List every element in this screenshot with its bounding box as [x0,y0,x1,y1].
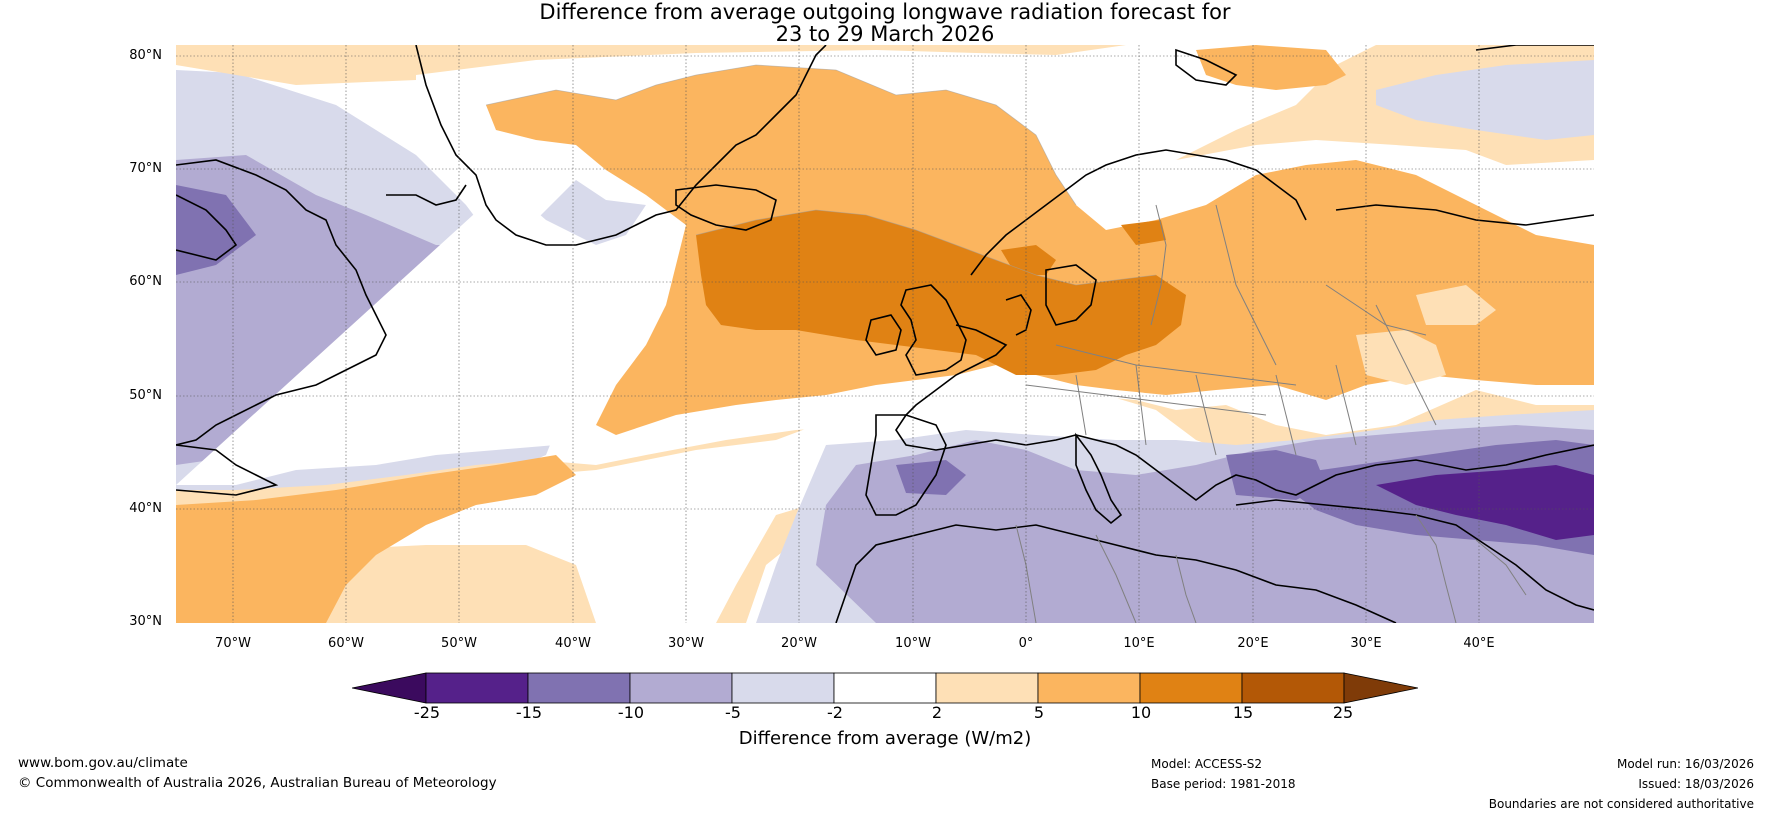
colorbar-bin [1139,672,1243,704]
anomaly-orange-south-atlantic [176,455,576,623]
map-title-line1: Difference from average outgoing longwav… [539,0,1231,24]
anomaly-map [176,45,1594,623]
colorbar-tick-label: 5 [1033,703,1045,722]
lat-label-70n: 70°N [129,161,162,176]
anomaly-dark-purple-south [896,440,1594,555]
colorbar-bin [425,672,529,704]
country-borders [1015,204,1527,623]
footer-copyright: © Commonwealth of Australia 2026, Austra… [18,775,497,791]
colorbar-tick-label: -5 [725,703,741,722]
colorbar-tick-label: -10 [617,703,645,722]
anomaly-dark-orange-finland [1121,220,1166,245]
anomaly-dark-purple-west [176,185,256,275]
colorbar-bin [629,672,733,704]
colorbar-extend-low [352,672,427,704]
lon-label-30e: 30°E [1350,636,1382,651]
anomaly-deep-purple-south [1376,465,1594,540]
contour-lines [485,64,1157,286]
colorbar [352,672,1418,704]
colorbar-tick-label: 2 [931,703,943,722]
anomaly-white-gap [176,185,1594,623]
lon-label-0: 0° [1018,636,1034,651]
lon-label-60w: 60°W [328,636,364,651]
footer-model: Model: ACCESS-S2 [1151,757,1263,771]
colorbar-bin [1037,672,1141,704]
anomaly-light-purple-east [1376,60,1594,140]
map-title-line2: 23 to 29 March 2026 [775,22,995,46]
footer-issued: Issued: 18/03/2026 [1638,777,1754,791]
lon-label-40w: 40°W [555,636,591,651]
colorbar-bin [935,672,1039,704]
footer-url[interactable]: www.bom.gov.au/climate [18,755,188,771]
lon-label-20e: 20°E [1237,636,1269,651]
lat-label-80n: 80°N [129,48,162,63]
anomaly-dark-orange-core [696,210,1186,375]
footer-base-period: Base period: 1981-2018 [1151,777,1296,791]
colorbar-tick-label: 10 [1130,703,1152,722]
anomaly-peach-eastern-patch [1416,285,1496,325]
lon-label-70w: 70°W [215,636,251,651]
lon-label-20w: 20°W [781,636,817,651]
colorbar-bin [833,672,937,704]
colorbar-bin [731,672,835,704]
lat-label-30n: 30°N [129,614,162,629]
lon-label-10e: 10°E [1123,636,1155,651]
lon-label-10w: 10°W [895,636,931,651]
anomaly-dark-orange-scandinavia [1001,245,1056,275]
anomaly-peach-balkan-patch [1356,330,1446,385]
colorbar-tick-label: -2 [827,703,843,722]
colorbar-tick-label: 15 [1232,703,1254,722]
lat-label-60n: 60°N [129,274,162,289]
colorbar-extend-high [1343,672,1418,704]
lat-label-50n: 50°N [129,388,162,403]
colorbar-bin [1241,672,1345,704]
footer-model-run: Model run: 16/03/2026 [1616,757,1754,771]
lon-label-30w: 30°W [668,636,704,651]
colorbar-tick-label: 25 [1332,703,1354,722]
coastlines [176,45,1594,623]
lon-label-40e: 40°E [1463,636,1495,651]
footer-disclaimer: Boundaries are not considered authoritat… [1488,797,1754,811]
colorbar-tick-label: -25 [413,703,441,722]
colorbar-label: Difference from average (W/m2) [738,728,1032,749]
lat-label-40n: 40°N [129,501,162,516]
colorbar-tick-label: -15 [515,703,543,722]
lon-label-50w: 50°W [441,636,477,651]
colorbar-bin [527,672,631,704]
